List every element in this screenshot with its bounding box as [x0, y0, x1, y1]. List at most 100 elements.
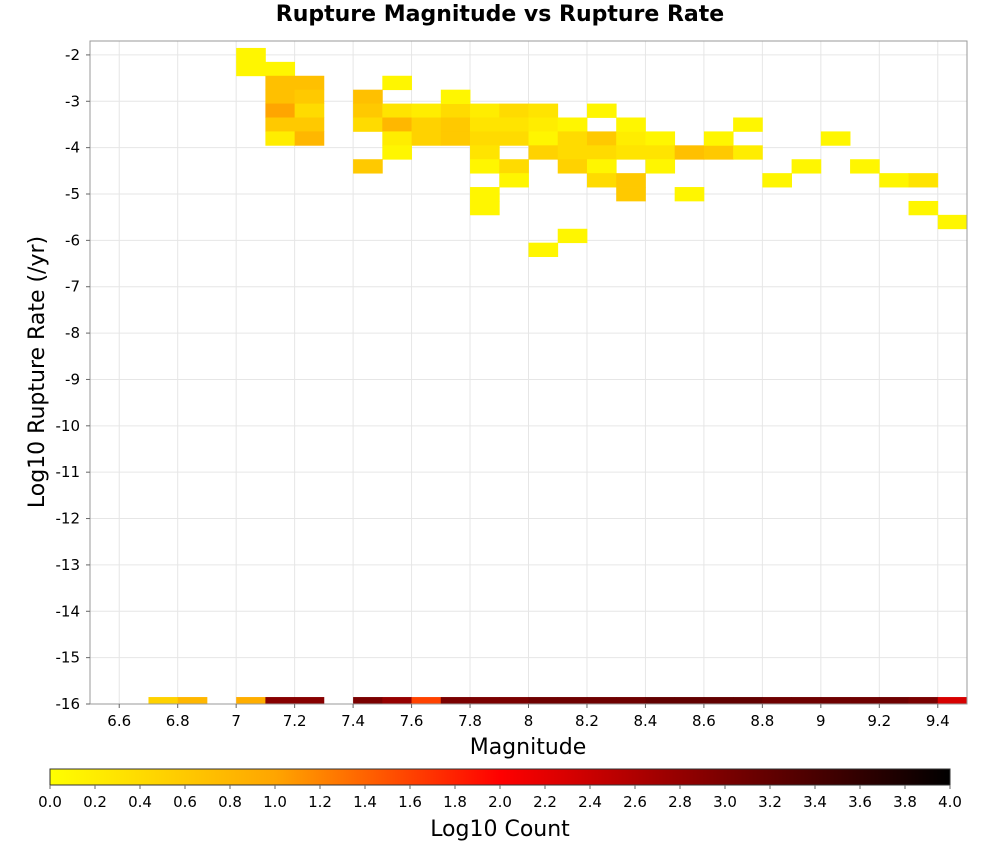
heatmap-cell	[762, 173, 792, 188]
y-tick-label: -14	[56, 602, 81, 620]
heatmap-cell	[557, 145, 588, 160]
colorbar-tick-label: 0.8	[218, 793, 242, 811]
x-tick-label: 9.4	[926, 712, 950, 730]
heatmap-cell	[499, 173, 529, 188]
colorbar-ticks: 0.0 0.2 0.4 0.6 0.8 1.0 1.2 1.4 1.6 1.8 2.0 2.2 2.4 2…	[38, 785, 962, 811]
heatmap-cell	[499, 117, 529, 132]
heatmap-cell	[674, 145, 705, 160]
heatmap-cell	[557, 228, 588, 244]
heatmap-cell	[353, 103, 383, 118]
x-tick-label: 7.4	[341, 712, 365, 730]
heatmap-cell	[645, 131, 676, 146]
heatmap-cell	[703, 697, 734, 705]
heatmap-cell	[791, 697, 822, 705]
heatmap-cell	[879, 173, 909, 188]
heatmap-cell	[470, 103, 500, 118]
heatmap-cell	[499, 159, 529, 174]
heatmap-cell	[557, 131, 588, 146]
colorbar-tick-label: 4.0	[938, 793, 962, 811]
x-tick-label: 6.6	[107, 712, 131, 730]
heatmap-cell	[265, 131, 296, 146]
heatmap-cell	[411, 131, 442, 146]
heatmap-cell	[616, 173, 646, 188]
heatmap-cell	[908, 200, 939, 216]
heatmap-cell	[470, 145, 500, 160]
heatmap-cell	[294, 117, 325, 132]
y-tick-label: -2	[65, 46, 80, 64]
heatmap-cell	[645, 145, 676, 160]
heatmap-cell	[382, 117, 412, 132]
heatmap-cell	[353, 697, 383, 705]
heatmap-cell	[586, 103, 617, 118]
y-tick-label: -3	[65, 92, 80, 110]
colorbar-tick-label: 3.2	[758, 793, 782, 811]
heatmap-cell	[265, 89, 296, 104]
heatmap-cell	[937, 214, 968, 230]
heatmap-cell	[499, 131, 529, 146]
heatmap-cell	[791, 159, 822, 174]
colorbar-tick-label: 1.0	[263, 793, 287, 811]
chart-title: Rupture Magnitude vs Rupture Rate	[275, 2, 725, 27]
heatmap-cell	[265, 117, 296, 132]
x-tick-label: 8.8	[750, 712, 774, 730]
heatmap-cell	[499, 103, 529, 118]
colorbar-tick-label: 2.6	[623, 793, 647, 811]
y-tick-label: -10	[56, 417, 81, 435]
colorbar-tick-label: 0.2	[83, 793, 107, 811]
x-tick-label: 7.6	[400, 712, 424, 730]
heatmap-cell	[586, 173, 617, 188]
y-tick-label: -6	[65, 231, 80, 249]
colorbar-tick-label: 2.0	[488, 793, 512, 811]
heatmap-cell	[528, 117, 559, 132]
colorbar-tick-label: 1.8	[443, 793, 467, 811]
y-tick-label: -7	[65, 278, 80, 296]
heatmap-cell	[616, 117, 646, 132]
colorbar-title: Log10 Count	[430, 817, 570, 842]
heatmap-cell	[382, 75, 412, 91]
heatmap-cell	[294, 103, 325, 118]
heatmap-cell	[470, 117, 500, 132]
heatmap-cell	[762, 697, 792, 705]
heatmap-cell	[733, 117, 763, 132]
y-tick-label: -16	[56, 695, 81, 713]
colorbar-tick-label: 3.0	[713, 793, 737, 811]
y-tick-label: -13	[56, 556, 81, 574]
heatmap-cell	[382, 131, 412, 146]
x-tick-label: 8	[524, 712, 534, 730]
x-tick-label: 9	[816, 712, 826, 730]
heatmap-cell	[236, 61, 266, 77]
heatmap-cell	[850, 697, 880, 705]
y-tick-label: -8	[65, 324, 80, 342]
heatmap-cell	[382, 145, 412, 160]
colorbar-tick-label: 2.4	[578, 793, 602, 811]
heatmap-cell	[528, 697, 559, 705]
colorbar-tick-label: 2.8	[668, 793, 692, 811]
heatmap-cell	[879, 697, 909, 705]
heatmap-cell	[703, 131, 734, 146]
x-axis-title: Magnitude	[470, 735, 587, 760]
colorbar-tick-label: 1.2	[308, 793, 332, 811]
heatmap-cell	[440, 103, 471, 118]
x-axis-ticks: 6.6 6.8 7 7.2 7.4 7.6 7.8 8 8.2 8.4 8.6 8.8 9 9.2 9.4	[107, 704, 950, 730]
heatmap-cell	[382, 697, 412, 705]
y-tick-label: -15	[56, 649, 81, 667]
y-tick-label: -5	[65, 185, 80, 203]
heatmap-cell	[937, 697, 968, 705]
heatmap-cell	[528, 131, 559, 146]
heatmap-cell	[382, 103, 412, 118]
x-tick-label: 7.2	[283, 712, 307, 730]
heatmap-cell	[557, 697, 588, 705]
colorbar-tick-label: 1.6	[398, 793, 422, 811]
heatmap-cell	[411, 103, 442, 118]
heatmap-cell	[528, 103, 559, 118]
y-axis-title: Log10 Rupture Rate (/yr)	[25, 236, 50, 508]
heatmap-cell	[645, 159, 676, 174]
heatmap-cell	[353, 117, 383, 132]
y-tick-label: -4	[65, 139, 80, 157]
heatmap-cell	[733, 145, 763, 160]
colorbar-tick-label: 2.2	[533, 793, 557, 811]
heatmap-cell	[616, 187, 646, 202]
heatmap-cell	[294, 75, 325, 91]
heatmap-cell	[645, 697, 676, 705]
